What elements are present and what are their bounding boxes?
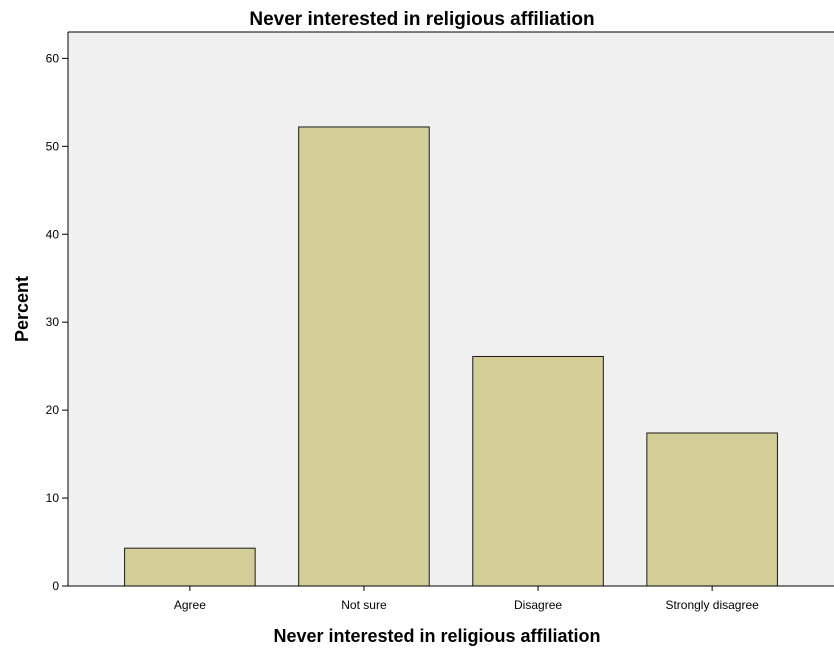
x-tick-label: Disagree <box>514 598 562 612</box>
x-ticks-group: Agree Not sure Disagree Strongly disagree <box>174 586 759 612</box>
y-ticks-group: 0 10 20 30 40 50 60 <box>46 51 68 593</box>
bar-disagree <box>472 355 604 587</box>
y-tick-label: 40 <box>46 227 60 241</box>
y-tick-label: 50 <box>46 139 60 153</box>
bar-not-sure <box>298 126 430 587</box>
x-axis-title: Never interested in religious affiliatio… <box>273 626 600 646</box>
y-tick-label: 30 <box>46 315 60 329</box>
y-tick-label: 60 <box>46 51 60 65</box>
bar-agree <box>124 547 256 587</box>
bar-strongly-disagree <box>646 432 778 587</box>
x-tick-label: Strongly disagree <box>665 598 759 612</box>
bars-group <box>124 126 778 587</box>
y-tick-label: 20 <box>46 403 60 417</box>
x-tick-label: Agree <box>174 598 206 612</box>
x-tick-label: Not sure <box>341 598 387 612</box>
chart-title: Never interested in religious affiliatio… <box>249 9 594 30</box>
y-axis-title: Percent <box>12 276 32 342</box>
y-tick-label: 0 <box>52 579 59 593</box>
y-tick-label: 10 <box>46 491 60 505</box>
